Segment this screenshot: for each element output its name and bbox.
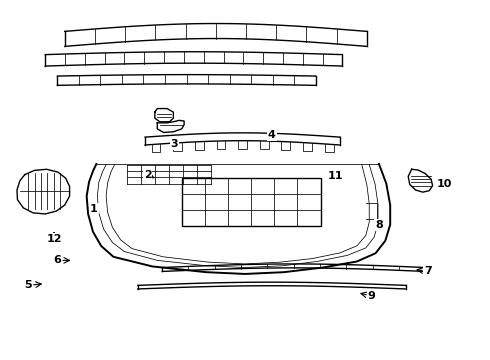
Text: 10: 10 xyxy=(437,179,452,189)
Bar xyxy=(182,178,320,226)
Text: 7: 7 xyxy=(424,266,432,276)
Text: 4: 4 xyxy=(268,130,276,140)
Text: 6: 6 xyxy=(53,255,61,265)
Text: 5: 5 xyxy=(24,280,32,291)
Text: 9: 9 xyxy=(368,291,376,301)
Text: 11: 11 xyxy=(327,171,343,181)
Text: 3: 3 xyxy=(171,139,178,149)
Text: 12: 12 xyxy=(46,234,62,244)
Text: 2: 2 xyxy=(144,170,151,180)
Text: 1: 1 xyxy=(90,203,98,213)
Text: 8: 8 xyxy=(375,220,383,230)
